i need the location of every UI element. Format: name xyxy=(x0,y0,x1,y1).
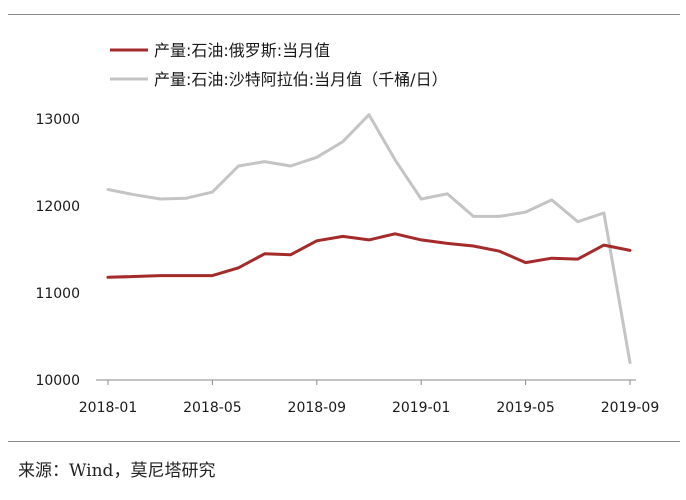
legend-label: 产量:石油:俄罗斯:当月值 xyxy=(154,41,330,60)
x-tick-label: 2018-09 xyxy=(288,400,347,416)
bottom-border xyxy=(8,441,680,442)
x-tick-label: 2019-05 xyxy=(496,400,555,416)
series-line-2 xyxy=(106,113,632,365)
x-tick-label: 2019-09 xyxy=(601,400,660,416)
y-tick-label: 11000 xyxy=(35,286,80,302)
x-tick-label: 2018-01 xyxy=(79,400,138,416)
source-note: 来源：Wind，莫尼塔研究 xyxy=(18,461,216,481)
y-tick-label: 13000 xyxy=(35,112,80,128)
y-tick-label: 10000 xyxy=(35,373,80,389)
legend-label: 产量:石油:沙特阿拉伯:当月值（千桶/日） xyxy=(154,70,448,89)
top-border xyxy=(8,14,680,15)
x-tick-label: 2019-01 xyxy=(392,400,451,416)
x-tick-label: 2018-05 xyxy=(183,400,242,416)
y-axis: 10000 11000 12000 13000 xyxy=(35,112,80,389)
x-axis: 2018-01 2018-05 2018-09 2019-01 2019-05 2019-… xyxy=(79,380,660,416)
series-line-1 xyxy=(106,232,632,279)
y-tick-label: 12000 xyxy=(35,199,80,215)
series-lines xyxy=(106,113,632,365)
